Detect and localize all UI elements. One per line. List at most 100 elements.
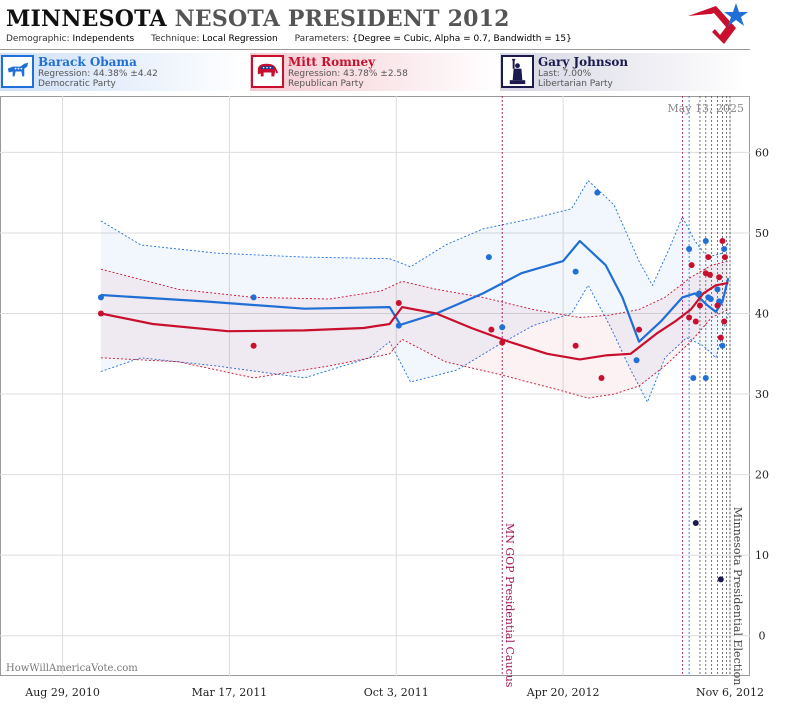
parameters-line: Demographic: Independents Technique: Loc… (6, 34, 586, 44)
y-tick-label: 30 (755, 388, 769, 401)
plot-area (0, 96, 750, 676)
poll-point (499, 339, 506, 346)
candidate-name: Mitt Romney (288, 55, 376, 69)
poll-chart: MN GOP Presidential Caucus Minnesota Pres… (0, 96, 769, 699)
poll-point (633, 357, 640, 364)
elephant-icon (251, 55, 284, 88)
poll-point (719, 238, 726, 244)
poll-point (696, 302, 703, 309)
candidate-last: Last: 7.00% (538, 69, 592, 79)
poll-point (250, 294, 257, 301)
caucus-label: MN GOP Presidential Caucus (503, 523, 516, 688)
candidate-name: Barack Obama (38, 55, 137, 69)
poll-point (717, 576, 724, 583)
candidate-romney[interactable]: Mitt Romney Regression: 43.78% ±2.58 Rep… (250, 53, 498, 91)
poll-point (488, 326, 495, 333)
poll-point (721, 318, 728, 325)
poll-point (716, 274, 723, 281)
poll-point (250, 342, 257, 349)
poll-point (636, 326, 643, 333)
watermark: HowWillAmericaVote.com (6, 663, 138, 674)
poll-point (721, 246, 728, 253)
poll-point (686, 246, 693, 253)
poll-point (692, 318, 699, 325)
x-tick-label: Aug 29, 2010 (24, 686, 100, 699)
poll-point (714, 302, 721, 309)
candidate-party: Republican Party (288, 79, 364, 89)
poll-point (702, 374, 709, 381)
trend-line (100, 239, 730, 343)
confidence-band-lower (100, 309, 729, 399)
technique-value: Local Regression (202, 34, 278, 44)
x-axis: Aug 29, 2010 Mar 17, 2011 Oct 3, 2011 Apr 2… (24, 686, 764, 699)
x-tick-label: Apr 20, 2012 (526, 686, 600, 699)
poll-point (706, 271, 713, 278)
candidate-party: Libertarian Party (538, 79, 613, 89)
confidence-bands (100, 179, 729, 404)
title-state: MINNESOTA (6, 6, 167, 32)
x-tick-label: Nov 6, 2012 (696, 686, 764, 699)
technique-label: Technique: (151, 34, 200, 44)
y-tick-label: 60 (755, 146, 769, 159)
poll-point (707, 296, 714, 302)
candidate-legend: Barack Obama Regression: 44.38% ±4.42 De… (0, 53, 789, 93)
star-swoosh-logo-icon (688, 3, 748, 44)
confidence-band-upper (100, 179, 729, 287)
confidence-band-upper (100, 260, 729, 318)
candidate-regression: Regression: 44.38% ±4.42 (38, 69, 158, 79)
poll-point (696, 290, 703, 297)
x-tick-label: Oct 3, 2011 (364, 686, 429, 699)
x-tick-label: Mar 17, 2011 (192, 686, 268, 699)
poll-point (705, 254, 712, 261)
confidence-band-fill (100, 261, 729, 399)
y-tick-label: 40 (755, 308, 769, 321)
y-tick-label: 20 (755, 469, 769, 482)
poll-point (686, 314, 693, 321)
poll-point (692, 519, 699, 526)
parameters-label: Parameters: (294, 34, 350, 44)
poll-point (702, 238, 709, 244)
candidate-party: Democratic Party (38, 79, 116, 89)
gridlines (0, 96, 750, 676)
poll-point (97, 294, 104, 301)
page-title: MINNESOTA NESOTA PRESIDENT 2012 (6, 6, 510, 32)
poll-point (572, 268, 579, 275)
y-tick-label: 10 (755, 549, 769, 562)
poll-point (690, 374, 697, 381)
poll-point (594, 189, 601, 196)
header: MINNESOTA NESOTA PRESIDENT 2012 Demograp… (0, 0, 789, 50)
poll-point (572, 342, 579, 349)
y-tick-label: 50 (755, 227, 769, 240)
candidate-regression: Regression: 43.78% ±2.58 (288, 69, 408, 79)
y-axis: 0 10 20 30 40 50 60 (755, 146, 769, 642)
header-divider (0, 49, 750, 50)
election-label: Minnesota Presidential Election (731, 507, 744, 686)
candidate-johnson[interactable]: Gary Johnson Last: 7.00% Libertarian Par… (500, 53, 748, 91)
parameters-value: {Degree = Cubic, Alpha = 0.7, Bandwidth … (352, 34, 572, 44)
statue-of-liberty-icon (501, 55, 534, 88)
poll-point (395, 322, 402, 329)
event-lines: MN GOP Presidential Caucus Minnesota Pres… (501, 96, 744, 688)
poll-point (717, 334, 724, 341)
candidate-name: Gary Johnson (538, 55, 629, 69)
poll-point (395, 300, 402, 307)
y-tick-label: 0 (759, 630, 766, 643)
confidence-band-fill (100, 180, 729, 403)
poll-point (97, 310, 104, 317)
demographic-label: Demographic: (6, 34, 70, 44)
poll-point (485, 254, 492, 261)
poll-point (719, 342, 726, 349)
donkey-icon (1, 55, 34, 88)
poll-point (499, 324, 506, 331)
candidate-obama[interactable]: Barack Obama Regression: 44.38% ±4.42 De… (0, 53, 248, 91)
poll-point (714, 286, 721, 293)
poll-points (97, 189, 728, 583)
trend-lines (100, 239, 730, 361)
trend-line (100, 281, 729, 361)
title-rest: NESOTA PRESIDENT 2012 (174, 6, 510, 32)
poll-point (598, 374, 605, 381)
poll-point (721, 254, 728, 261)
date-label: May 13, 2025 (667, 102, 744, 115)
poll-point (688, 262, 695, 269)
demographic-value: Independents (72, 34, 135, 44)
